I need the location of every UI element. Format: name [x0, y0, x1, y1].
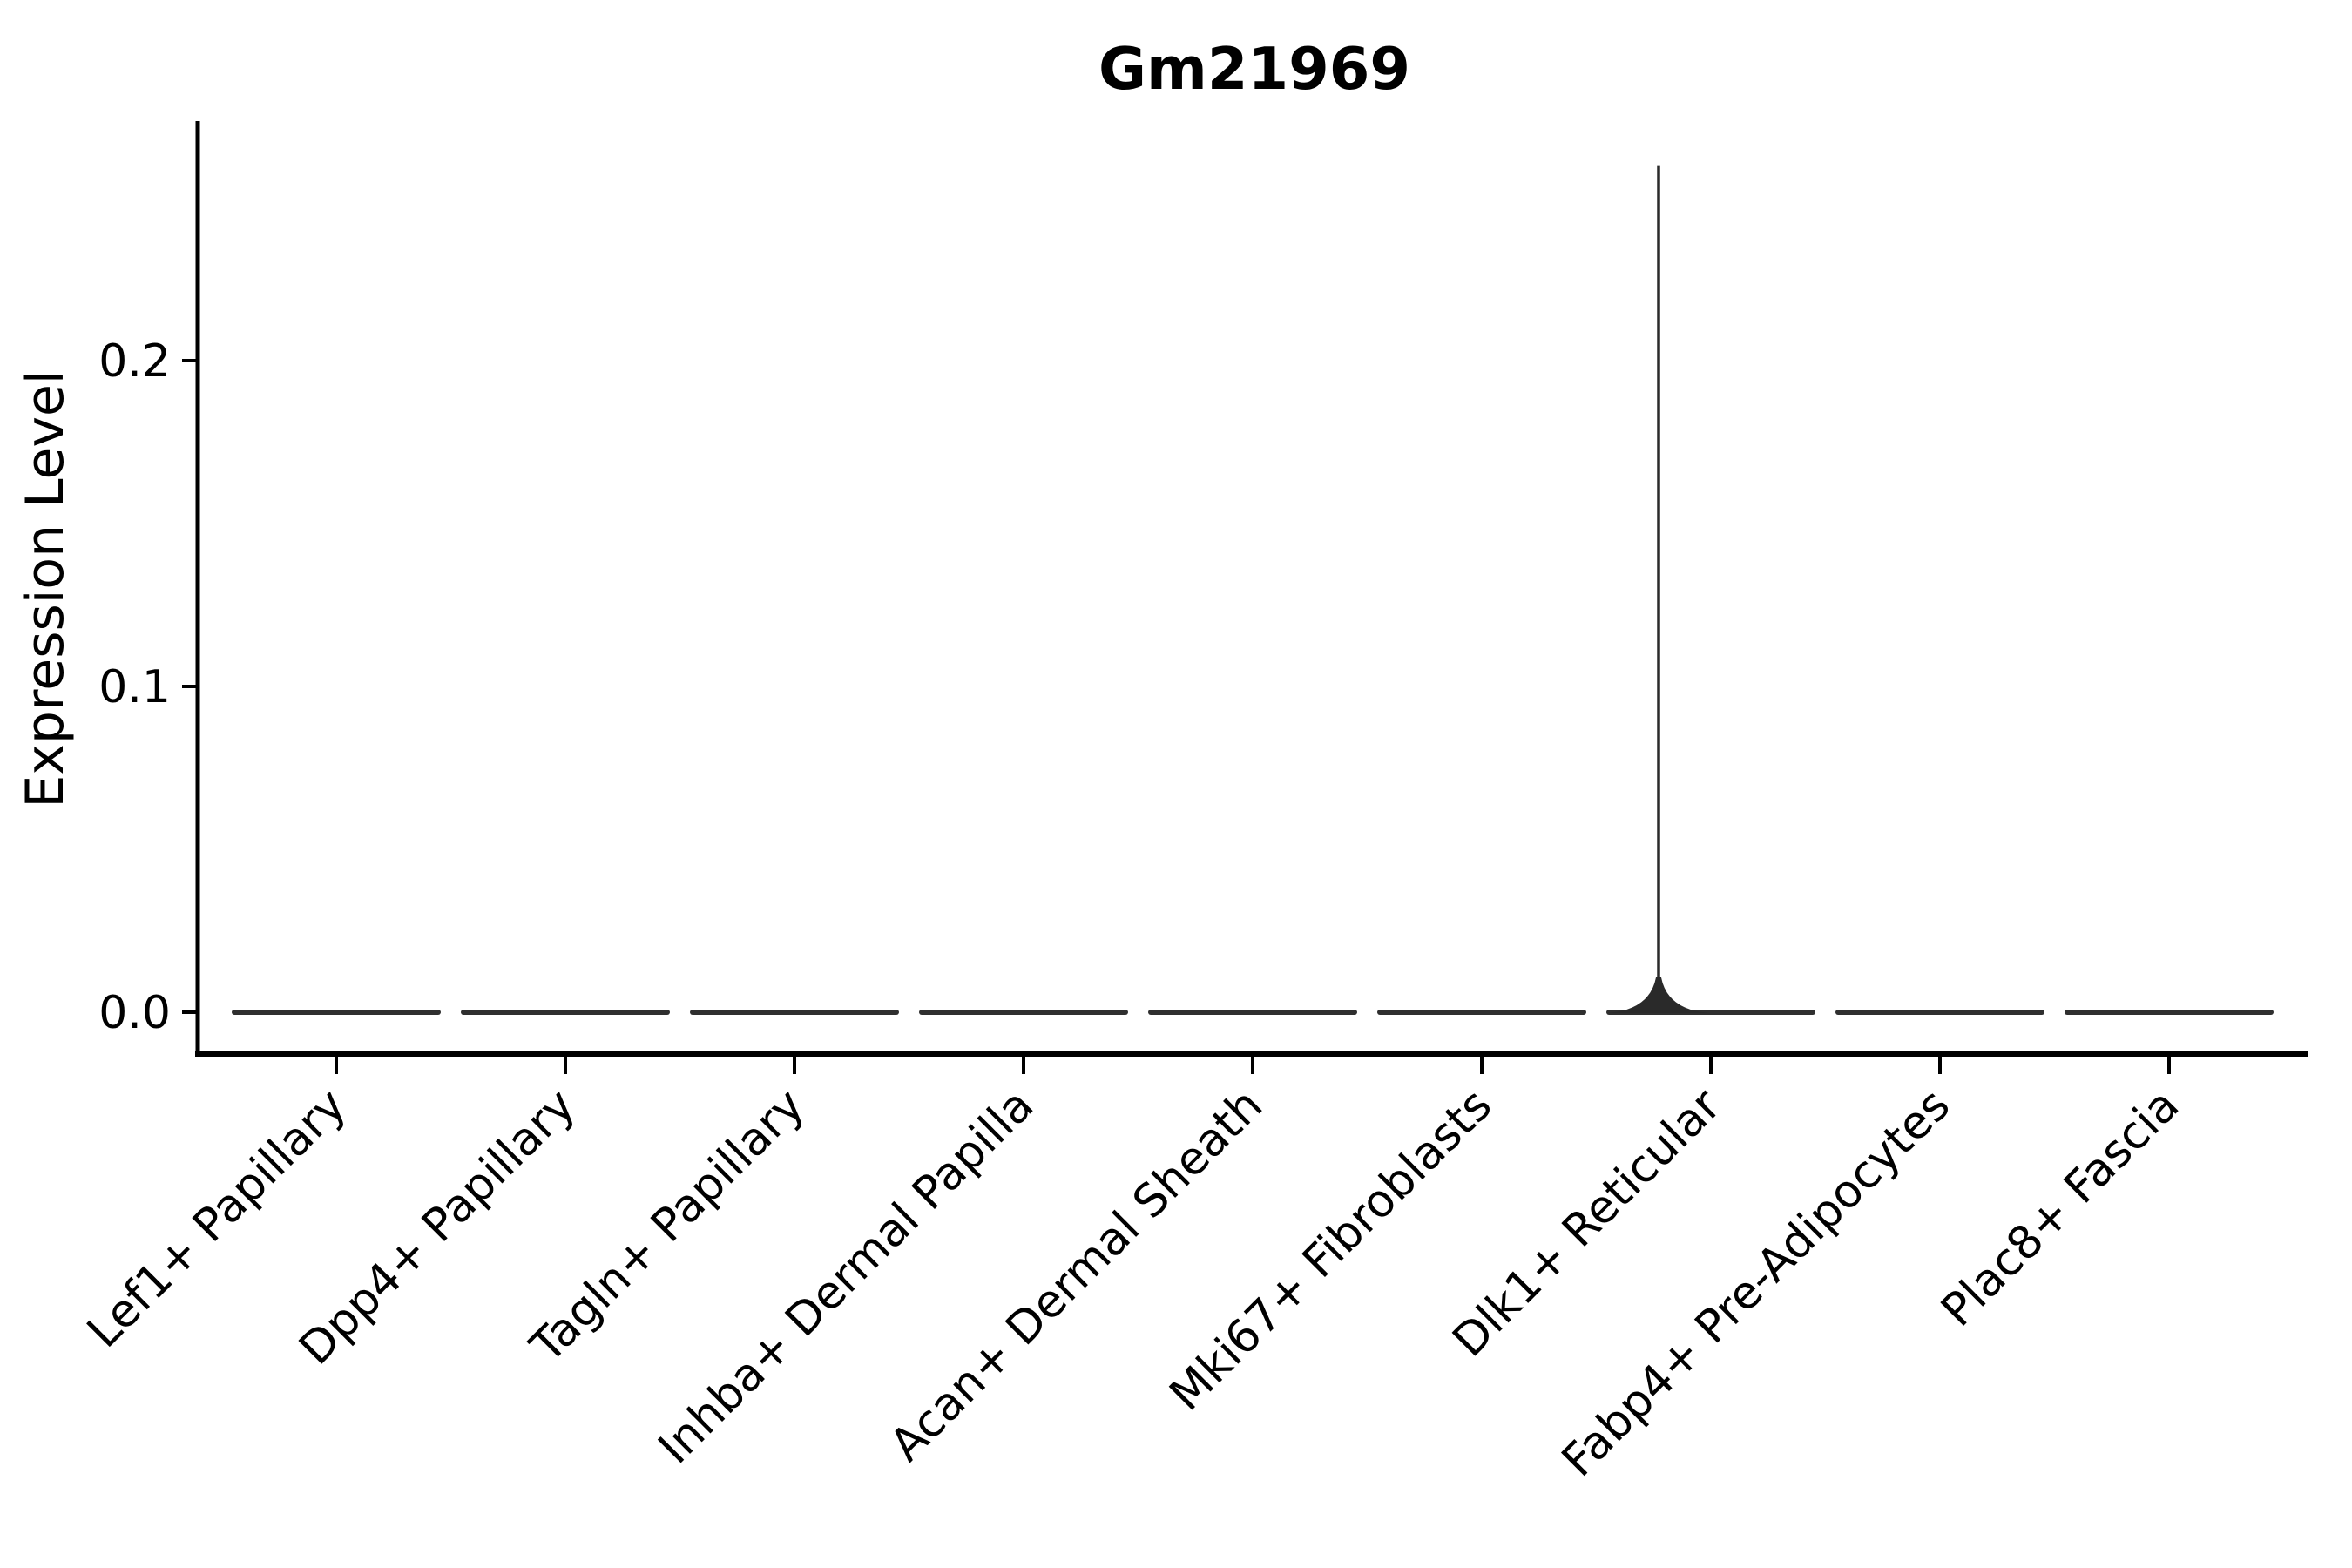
violin: [232, 1010, 441, 1015]
y-axis-title: Expression Level: [15, 369, 76, 808]
violin: [919, 1010, 1128, 1015]
violin-spike-flare: [1608, 977, 1709, 1013]
x-tick-label: Fabp4+ Pre-Adipocytes: [1552, 1079, 1960, 1487]
y-tick-label: 0.2: [98, 335, 171, 388]
x-tick-label: Plac8+ Fascia: [1931, 1079, 2189, 1337]
violin: [2065, 1010, 2274, 1015]
violins-layer: [232, 165, 2274, 1015]
x-tick-label: Acan+ Dermal Sheath: [881, 1079, 1274, 1472]
y-tick-label: 0.1: [98, 661, 171, 713]
violin: [1148, 1010, 1357, 1015]
violin: [1835, 1010, 2044, 1015]
violin: [461, 1010, 670, 1015]
y-axis: 0.0 0.1 0.2: [98, 121, 200, 1057]
x-tick-label: Inhba+ Dermal Papilla: [649, 1079, 1044, 1474]
violin: [690, 1010, 899, 1015]
violin: [1377, 1010, 1586, 1015]
y-tick-label: 0.0: [98, 987, 171, 1039]
chart-title: Gm21969: [1098, 35, 1410, 103]
